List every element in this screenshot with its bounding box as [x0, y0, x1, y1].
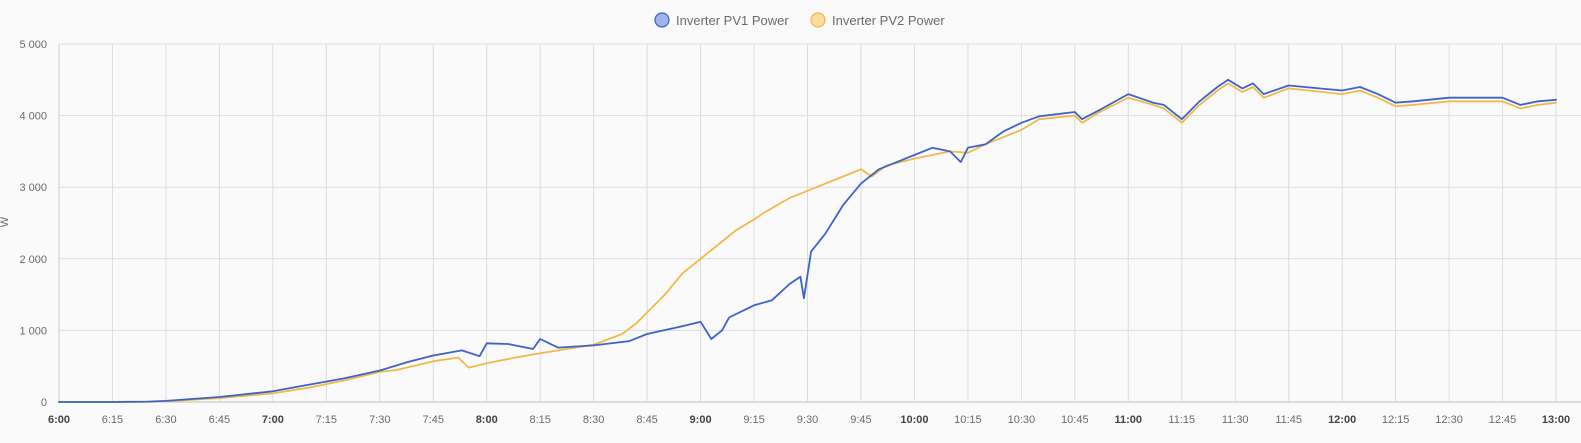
x-tick-label: 8:00	[476, 414, 498, 426]
legend-item-pv2[interactable]: Inverter PV2 Power	[810, 12, 945, 28]
x-tick-label: 10:00	[900, 414, 928, 426]
grid	[58, 43, 1581, 403]
x-tick-label: 12:00	[1328, 414, 1356, 426]
x-tick-label: 13:00	[1542, 414, 1570, 426]
y-tick-label: 0	[41, 397, 47, 409]
series-line-pv2[interactable]	[58, 82, 1557, 403]
legend: Inverter PV1 Power Inverter PV2 Power	[654, 12, 945, 28]
legend-swatch	[810, 12, 826, 28]
x-tick-label: 9:00	[690, 414, 712, 426]
x-tick-label: 7:30	[369, 414, 390, 426]
x-tick-label: 11:00	[1115, 414, 1143, 426]
x-tick-label: 6:30	[155, 414, 176, 426]
x-tick-label: 6:15	[102, 414, 123, 426]
y-tick-label: 3 000	[19, 182, 47, 194]
x-tick-label: 6:00	[48, 414, 70, 426]
x-tick-label: 7:15	[316, 414, 337, 426]
x-tick-label: 11:30	[1222, 414, 1249, 426]
x-axis: 6:00 6:15 6:30 6:45 7:00 7:15 7:30 7:45 8:00 8:15…	[48, 414, 1570, 426]
y-axis-title: W	[0, 216, 11, 227]
y-tick-label: 2 000	[19, 254, 47, 266]
x-tick-label: 10:30	[1008, 414, 1036, 426]
x-tick-label: 7:45	[423, 414, 444, 426]
y-tick-label: 1 000	[19, 325, 47, 337]
series-line-pv1[interactable]	[58, 78, 1557, 403]
x-tick-label: 7:00	[262, 414, 284, 426]
x-tick-label: 6:45	[209, 414, 230, 426]
y-axis: 0 1 000 2 000 3 000 4 000 5 000 W	[0, 39, 47, 409]
y-tick-label: 4 000	[19, 111, 47, 123]
x-tick-label: 10:45	[1061, 414, 1089, 426]
series-lines	[58, 78, 1557, 403]
x-tick-label: 8:30	[583, 414, 604, 426]
x-tick-label: 12:15	[1382, 414, 1410, 426]
x-tick-label: 9:15	[743, 414, 764, 426]
x-tick-label: 9:30	[797, 414, 818, 426]
legend-item-pv1[interactable]: Inverter PV1 Power	[654, 12, 789, 28]
x-tick-label: 11:45	[1275, 414, 1302, 426]
x-tick-label: 8:15	[529, 414, 550, 426]
x-tick-label: 12:45	[1489, 414, 1517, 426]
legend-label: Inverter PV2 Power	[832, 13, 945, 28]
x-tick-label: 12:30	[1435, 414, 1463, 426]
y-tick-label: 5 000	[19, 39, 47, 51]
legend-swatch	[654, 12, 670, 28]
legend-label: Inverter PV1 Power	[676, 13, 789, 28]
x-tick-label: 11:15	[1168, 414, 1195, 426]
x-tick-label: 10:15	[954, 414, 982, 426]
x-tick-label: 8:45	[636, 414, 657, 426]
x-tick-label: 9:45	[850, 414, 871, 426]
